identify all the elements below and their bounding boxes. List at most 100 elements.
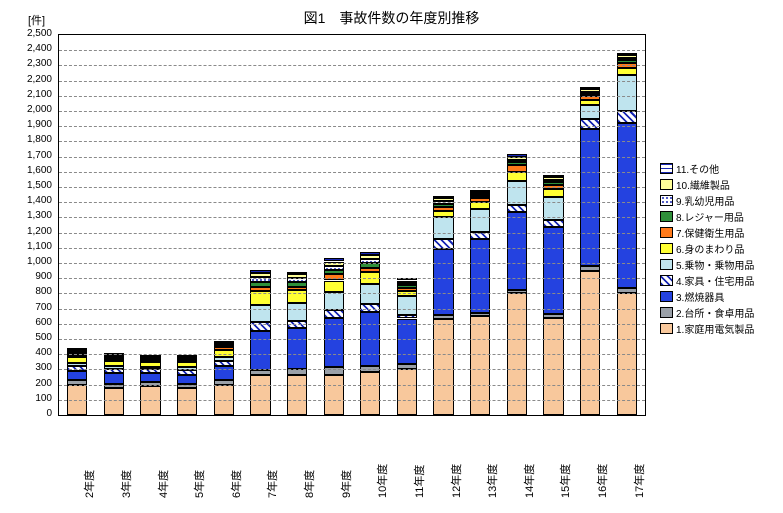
bar-segment (177, 360, 197, 362)
bar-segment (104, 359, 124, 361)
x-tick: 15年度 (557, 464, 573, 498)
x-tick: 6年度 (228, 470, 244, 498)
bar-segment (67, 371, 87, 380)
legend-item: 2.台所・食卓用品 (660, 305, 754, 320)
bar-segment (433, 217, 453, 239)
legend-label: 3.燃焼器具 (676, 289, 724, 304)
legend-swatch (660, 259, 673, 270)
gridline (59, 278, 645, 279)
bar-segment (397, 296, 417, 316)
legend-label: 8.レジャー用品 (676, 209, 744, 224)
gridline (59, 400, 645, 401)
bar-segment (360, 252, 380, 255)
bar (397, 279, 417, 415)
bar-segment (67, 348, 87, 350)
y-tick: 2,100 (0, 89, 52, 100)
legend-swatch (660, 227, 673, 238)
legend-item: 3.燃焼器具 (660, 289, 754, 304)
bar-segment (507, 172, 527, 181)
bar-segment (250, 331, 270, 371)
y-tick: 2,200 (0, 74, 52, 85)
x-tick: 7年度 (264, 470, 280, 498)
bar-segment (470, 190, 490, 192)
gridline (59, 126, 645, 127)
bar-segment (250, 282, 270, 287)
bar-segment (177, 388, 197, 415)
bar-segment (250, 305, 270, 322)
bar (507, 154, 527, 415)
gridline (59, 50, 645, 51)
bar-segment (397, 288, 417, 291)
bar-segment (433, 204, 453, 207)
y-tick: 1,200 (0, 226, 52, 237)
bar-segment (580, 119, 600, 130)
gridline (59, 157, 645, 158)
y-tick: 100 (0, 393, 52, 404)
gridline (59, 309, 645, 310)
bar-segment (287, 375, 307, 415)
bar-segment (67, 363, 87, 366)
bar-segment (580, 87, 600, 89)
gridline (59, 65, 645, 66)
legend-item: 9.乳幼児用品 (660, 193, 754, 208)
legend-item: 10.繊維製品 (660, 177, 754, 192)
legend-item: 8.レジャー用品 (660, 209, 754, 224)
bar-segment (433, 211, 453, 218)
bar-segment (104, 366, 124, 369)
gridline (59, 324, 645, 325)
bar-segment (507, 162, 527, 165)
bar-segment (580, 100, 600, 105)
legend: 11.その他10.繊維製品9.乳幼児用品8.レジャー用品7.保健衛生用品6.身の… (660, 160, 754, 337)
gridline (59, 293, 645, 294)
legend-swatch (660, 323, 673, 334)
bar-segment (397, 369, 417, 415)
x-tick: 10年度 (374, 464, 390, 498)
bar-segment (580, 129, 600, 266)
bar-segment (140, 362, 160, 367)
bar-segment (470, 196, 490, 198)
legend-swatch (660, 275, 673, 286)
legend-label: 9.乳幼児用品 (676, 193, 734, 208)
y-tick: 0 (0, 408, 52, 419)
gridline (59, 354, 645, 355)
bar-segment (433, 196, 453, 198)
bar-segment (324, 375, 344, 415)
bar-segment (580, 266, 600, 271)
y-tick: 1,700 (0, 150, 52, 161)
x-tick: 3年度 (118, 470, 134, 498)
gridline (59, 248, 645, 249)
bar (433, 196, 453, 415)
bar (324, 258, 344, 415)
x-tick: 9年度 (338, 470, 354, 498)
bar (580, 88, 600, 415)
gridline (59, 81, 645, 82)
gridline (59, 339, 645, 340)
bar-segment (397, 281, 417, 283)
bar-segment (324, 258, 344, 261)
bar-segment (67, 357, 87, 363)
legend-swatch (660, 179, 673, 190)
y-tick: 1,100 (0, 241, 52, 252)
gridline (59, 217, 645, 218)
legend-item: 1.家庭用電気製品 (660, 321, 754, 336)
y-axis-label: [件] (28, 12, 45, 28)
y-tick: 1,400 (0, 195, 52, 206)
bar-segment (287, 303, 307, 321)
y-tick: 2,300 (0, 58, 52, 69)
y-tick: 400 (0, 347, 52, 358)
y-tick: 1,600 (0, 165, 52, 176)
bar-segment (324, 318, 344, 367)
legend-swatch (660, 243, 673, 254)
bar-segment (324, 281, 344, 292)
bar-segment (177, 362, 197, 367)
gridline (59, 96, 645, 97)
bar-segment (214, 341, 234, 343)
legend-item: 5.乗物・乗物用品 (660, 257, 754, 272)
bar-segment (543, 220, 563, 227)
bar (470, 190, 490, 415)
chart-title: 図1 事故件数の年度別推移 (0, 8, 783, 28)
y-tick: 300 (0, 362, 52, 373)
y-tick: 1,500 (0, 180, 52, 191)
bar-segment (543, 175, 563, 177)
bar (617, 52, 637, 415)
